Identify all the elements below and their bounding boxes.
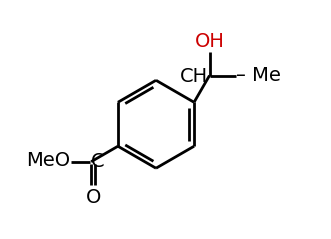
Text: MeO: MeO: [26, 152, 70, 170]
Text: CH: CH: [179, 67, 208, 86]
Text: C: C: [91, 152, 105, 171]
Text: – Me: – Me: [236, 66, 280, 85]
Text: OH: OH: [195, 32, 224, 51]
Text: O: O: [86, 188, 101, 207]
